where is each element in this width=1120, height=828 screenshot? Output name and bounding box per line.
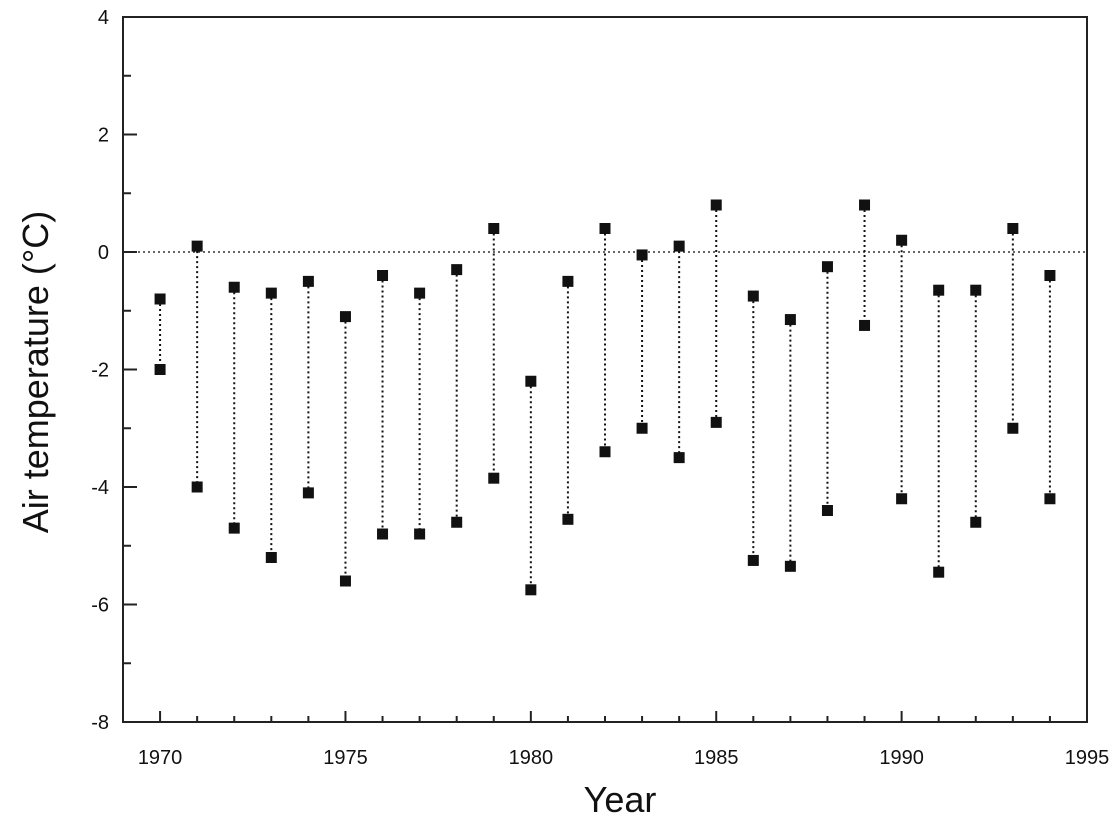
data-point-upper bbox=[1007, 223, 1019, 234]
x-axis-ticks: 1970 1975 1980 1985 1990 1995 bbox=[122, 711, 1110, 769]
data-points bbox=[154, 199, 1056, 596]
data-point-lower bbox=[933, 566, 945, 578]
data-point-upper bbox=[599, 223, 611, 234]
x-tick-label: 1995 bbox=[1065, 747, 1110, 769]
y-axis-title: Air temperature (°C) bbox=[15, 211, 56, 533]
data-point-upper bbox=[1044, 270, 1056, 281]
data-point-upper bbox=[673, 240, 685, 252]
data-point-upper bbox=[414, 287, 426, 299]
range-stems bbox=[159, 205, 1051, 590]
data-point-lower bbox=[451, 516, 463, 528]
data-point-lower bbox=[339, 575, 351, 587]
x-tick-label: 1990 bbox=[879, 747, 924, 769]
data-point-upper bbox=[154, 293, 166, 305]
x-tick-label: 1980 bbox=[509, 747, 554, 769]
data-point-lower bbox=[154, 364, 166, 375]
data-point-lower bbox=[747, 554, 759, 566]
data-point-lower bbox=[859, 319, 871, 331]
data-point-upper bbox=[339, 311, 351, 323]
data-point-upper bbox=[821, 261, 833, 273]
data-point-upper bbox=[636, 249, 648, 261]
x-axis-title: Year bbox=[584, 779, 657, 820]
data-point-lower bbox=[896, 493, 908, 505]
data-point-lower bbox=[265, 552, 277, 563]
data-point-lower bbox=[970, 516, 982, 528]
data-point-upper bbox=[451, 264, 463, 276]
data-point-lower bbox=[1044, 493, 1056, 505]
y-tick-label: 2 bbox=[98, 125, 109, 147]
data-point-upper bbox=[265, 287, 277, 299]
x-tick-label: 1970 bbox=[138, 747, 183, 769]
data-point-lower bbox=[710, 416, 722, 428]
data-point-lower bbox=[784, 560, 796, 572]
data-point-upper bbox=[191, 240, 203, 252]
data-point-lower bbox=[228, 522, 240, 534]
y-tick-label: -6 bbox=[91, 595, 109, 617]
data-point-lower bbox=[562, 513, 574, 525]
data-point-upper bbox=[970, 284, 982, 296]
y-tick-label: -8 bbox=[91, 712, 109, 734]
data-point-upper bbox=[377, 270, 389, 281]
data-point-lower bbox=[377, 528, 389, 540]
data-point-lower bbox=[636, 422, 648, 434]
data-point-lower bbox=[821, 505, 833, 516]
x-tick-label: 1985 bbox=[694, 747, 739, 769]
data-point-upper bbox=[859, 199, 871, 211]
data-point-upper bbox=[488, 223, 500, 234]
y-tick-label: -2 bbox=[91, 360, 109, 382]
data-point-lower bbox=[488, 472, 500, 484]
y-axis-ticks: -8 -6 -4 -2 0 2 4 bbox=[91, 7, 137, 734]
data-point-upper bbox=[562, 275, 574, 287]
data-point-lower bbox=[302, 487, 314, 499]
data-point-lower bbox=[673, 452, 685, 464]
y-tick-label: 4 bbox=[98, 7, 109, 29]
data-point-upper bbox=[228, 281, 240, 293]
y-tick-label: -4 bbox=[91, 477, 109, 499]
data-point-upper bbox=[302, 275, 314, 287]
data-point-lower bbox=[1007, 422, 1019, 434]
y-tick-label: 0 bbox=[98, 242, 109, 264]
data-point-upper bbox=[710, 199, 722, 211]
data-point-lower bbox=[525, 584, 537, 596]
data-point-upper bbox=[747, 290, 759, 302]
data-point-upper bbox=[896, 234, 908, 246]
data-point-lower bbox=[191, 481, 203, 493]
data-point-lower bbox=[599, 446, 611, 458]
data-point-upper bbox=[933, 284, 945, 296]
data-point-upper bbox=[525, 375, 537, 387]
data-point-lower bbox=[414, 528, 426, 540]
x-tick-label: 1975 bbox=[323, 747, 368, 769]
data-point-upper bbox=[784, 314, 796, 326]
